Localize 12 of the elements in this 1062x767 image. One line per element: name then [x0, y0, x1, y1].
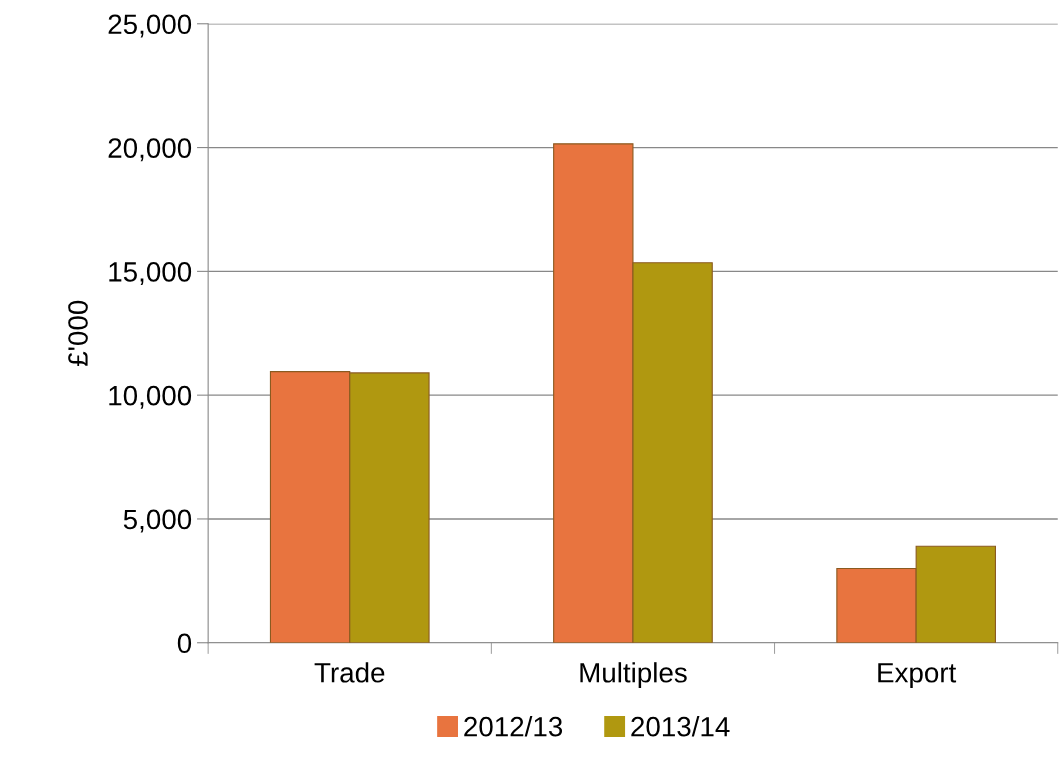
x-tick-label: Export	[878, 663, 957, 689]
legend-label: 2012/13	[464, 716, 563, 737]
legend-label: 2013/14	[631, 716, 730, 737]
y-tick-label: 15,000	[109, 262, 192, 285]
y-axis-title: £'000	[68, 300, 88, 367]
y-tick-label: 10,000	[109, 385, 192, 409]
x-tick-label: Multiples	[580, 662, 687, 689]
y-tick-label: 5,000	[123, 509, 192, 533]
y-tick-label: 25,000	[108, 14, 192, 38]
y-tick-label: 20,000	[108, 138, 192, 162]
y-tick-label: 0	[177, 633, 192, 654]
x-tick-label: Trade	[314, 662, 385, 683]
